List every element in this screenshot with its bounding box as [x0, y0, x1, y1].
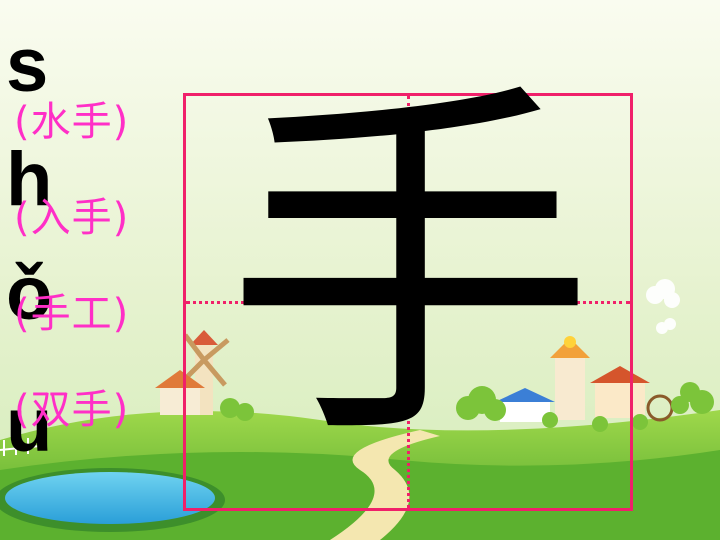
windmill-icon: [155, 330, 230, 415]
grid-horizontal-guide: [186, 301, 630, 304]
dirt-path: [330, 430, 440, 540]
pinyin-letter-2: h: [6, 137, 53, 222]
fence: [0, 438, 41, 456]
tianzige-writing-grid: [183, 93, 633, 511]
main-character: 手: [225, 55, 595, 485]
example-word-1: (水手): [14, 99, 130, 145]
example-word-2: (入手): [14, 195, 130, 241]
village-icon: [495, 336, 674, 422]
cloud-icon: [646, 279, 680, 334]
example-word-3: (手工): [14, 291, 130, 337]
pinyin-letter-3: ǒ: [6, 251, 53, 336]
trees: [220, 382, 714, 432]
pinyin-letter-4: u: [6, 383, 53, 468]
example-word-4: (双手): [14, 387, 130, 433]
pinyin-letter-1: s: [6, 23, 49, 108]
